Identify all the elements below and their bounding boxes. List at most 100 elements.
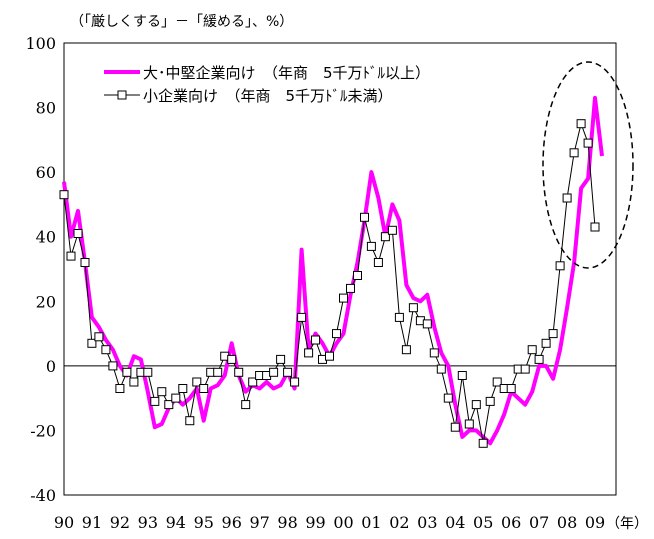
x-tick-label: 99 bbox=[305, 513, 325, 532]
data-point-small bbox=[150, 396, 160, 406]
data-point-small bbox=[192, 377, 202, 387]
legend-marker-small bbox=[117, 90, 127, 100]
plot-area bbox=[63, 42, 617, 496]
data-point-small bbox=[241, 400, 251, 410]
data-point-small bbox=[387, 225, 397, 235]
x-tick-label: 05 bbox=[473, 513, 493, 532]
data-point-small bbox=[464, 419, 474, 429]
data-point-small bbox=[471, 400, 481, 410]
data-point-small bbox=[80, 258, 90, 267]
y-tick-label: -40 bbox=[30, 486, 56, 505]
data-point-small bbox=[66, 251, 76, 261]
data-point-small bbox=[297, 312, 307, 322]
x-tick-label: 03 bbox=[417, 513, 437, 532]
x-tick-label: 01 bbox=[361, 513, 381, 532]
data-point-small bbox=[583, 138, 593, 148]
y-tick-label: 80 bbox=[36, 99, 56, 118]
x-tick-label: 91 bbox=[82, 513, 102, 532]
legend-label-large: 大･中堅企業向け （年商 5千万ﾄﾞﾙ以上） bbox=[143, 64, 430, 82]
data-point-small bbox=[171, 393, 181, 403]
data-point-small bbox=[59, 190, 69, 200]
legend: 大･中堅企業向け （年商 5千万ﾄﾞﾙ以上） 小企業向け （年商 5千万ﾄﾞﾙ未… bbox=[104, 64, 430, 105]
data-point-small bbox=[129, 377, 139, 387]
y-unit-label: （「厳しくする」－「緩める」、%） bbox=[70, 14, 293, 30]
x-tick-label: 97 bbox=[249, 513, 269, 532]
data-point-small bbox=[311, 335, 320, 345]
data-point-small bbox=[422, 319, 432, 329]
data-point-small bbox=[101, 345, 111, 355]
data-point-small bbox=[485, 396, 495, 406]
x-tick-label: 93 bbox=[138, 513, 158, 532]
data-point-small bbox=[178, 384, 188, 393]
x-tick-label: 96 bbox=[222, 513, 242, 532]
x-axis-ticks: 90 91 92 93 94 95 96 97 98 99 00 01 02 03 04 05 06 07 08 09 bbox=[54, 513, 605, 532]
data-point-small bbox=[478, 438, 488, 448]
data-point-small bbox=[87, 338, 97, 348]
data-point-small bbox=[283, 367, 293, 377]
data-point-small bbox=[248, 377, 258, 387]
data-point-small bbox=[346, 283, 355, 293]
y-tick-label: 0 bbox=[46, 357, 56, 376]
data-point-small bbox=[73, 229, 83, 238]
data-point-small bbox=[506, 384, 516, 393]
data-point-small bbox=[534, 354, 544, 364]
data-point-small bbox=[401, 345, 411, 355]
x-tick-label: 09 bbox=[585, 513, 605, 532]
x-tick-label: 00 bbox=[333, 513, 353, 532]
data-point-small bbox=[360, 212, 369, 222]
data-point-small bbox=[108, 361, 118, 371]
data-point-small bbox=[443, 393, 453, 403]
data-point-small bbox=[520, 364, 530, 374]
data-point-small bbox=[115, 384, 125, 393]
data-point-small bbox=[325, 351, 334, 361]
data-point-small bbox=[373, 258, 383, 267]
x-tick-label: 98 bbox=[277, 513, 297, 532]
y-axis-ticks: -40 -20 0 20 40 60 80 100 bbox=[25, 34, 56, 505]
y-tick-label: 100 bbox=[25, 34, 56, 53]
data-point-small bbox=[157, 387, 167, 397]
data-point-small bbox=[562, 193, 572, 203]
x-tick-label: 92 bbox=[110, 513, 130, 532]
data-point-small bbox=[213, 367, 223, 377]
x-tick-label: 08 bbox=[557, 513, 577, 532]
x-tick-label: 02 bbox=[389, 513, 409, 532]
data-point-small bbox=[199, 384, 209, 393]
y-tick-label: 60 bbox=[36, 163, 56, 182]
data-point-small bbox=[304, 348, 314, 358]
data-point-small bbox=[290, 377, 300, 387]
data-point-small bbox=[457, 371, 467, 380]
data-point-small bbox=[332, 329, 341, 339]
series-markers-small-companies bbox=[59, 119, 600, 448]
x-unit-label: （年） bbox=[606, 516, 648, 532]
data-point-small bbox=[353, 271, 362, 280]
x-tick-label: 06 bbox=[501, 513, 521, 532]
legend-label-small: 小企業向け （年商 5千万ﾄﾞﾙ未満） bbox=[143, 87, 393, 105]
data-point-small bbox=[164, 400, 174, 410]
data-point-small bbox=[94, 332, 104, 342]
data-point-small bbox=[450, 422, 460, 432]
x-tick-label: 04 bbox=[445, 513, 465, 532]
y-tick-label: 40 bbox=[36, 228, 56, 247]
data-point-small bbox=[366, 241, 376, 251]
x-tick-label: 95 bbox=[194, 513, 214, 532]
x-tick-label: 90 bbox=[54, 513, 74, 532]
data-point-small bbox=[576, 119, 586, 129]
data-point-small bbox=[122, 367, 132, 377]
data-point-small bbox=[569, 148, 579, 158]
x-tick-label: 07 bbox=[529, 513, 549, 532]
data-point-small bbox=[436, 364, 446, 374]
x-tick-label: 94 bbox=[166, 513, 186, 532]
data-point-small bbox=[527, 345, 537, 355]
data-point-small bbox=[394, 312, 404, 322]
data-point-small bbox=[185, 416, 195, 426]
data-point-small bbox=[541, 338, 551, 348]
series-line-large-companies bbox=[62, 95, 604, 446]
data-point-small bbox=[408, 303, 418, 313]
y-tick-label: -20 bbox=[30, 421, 56, 440]
data-point-small bbox=[269, 367, 279, 377]
data-point-small bbox=[234, 367, 244, 377]
data-point-small bbox=[429, 348, 439, 358]
data-point-small bbox=[492, 377, 502, 387]
data-point-small bbox=[143, 367, 153, 377]
data-point-small bbox=[276, 354, 286, 364]
